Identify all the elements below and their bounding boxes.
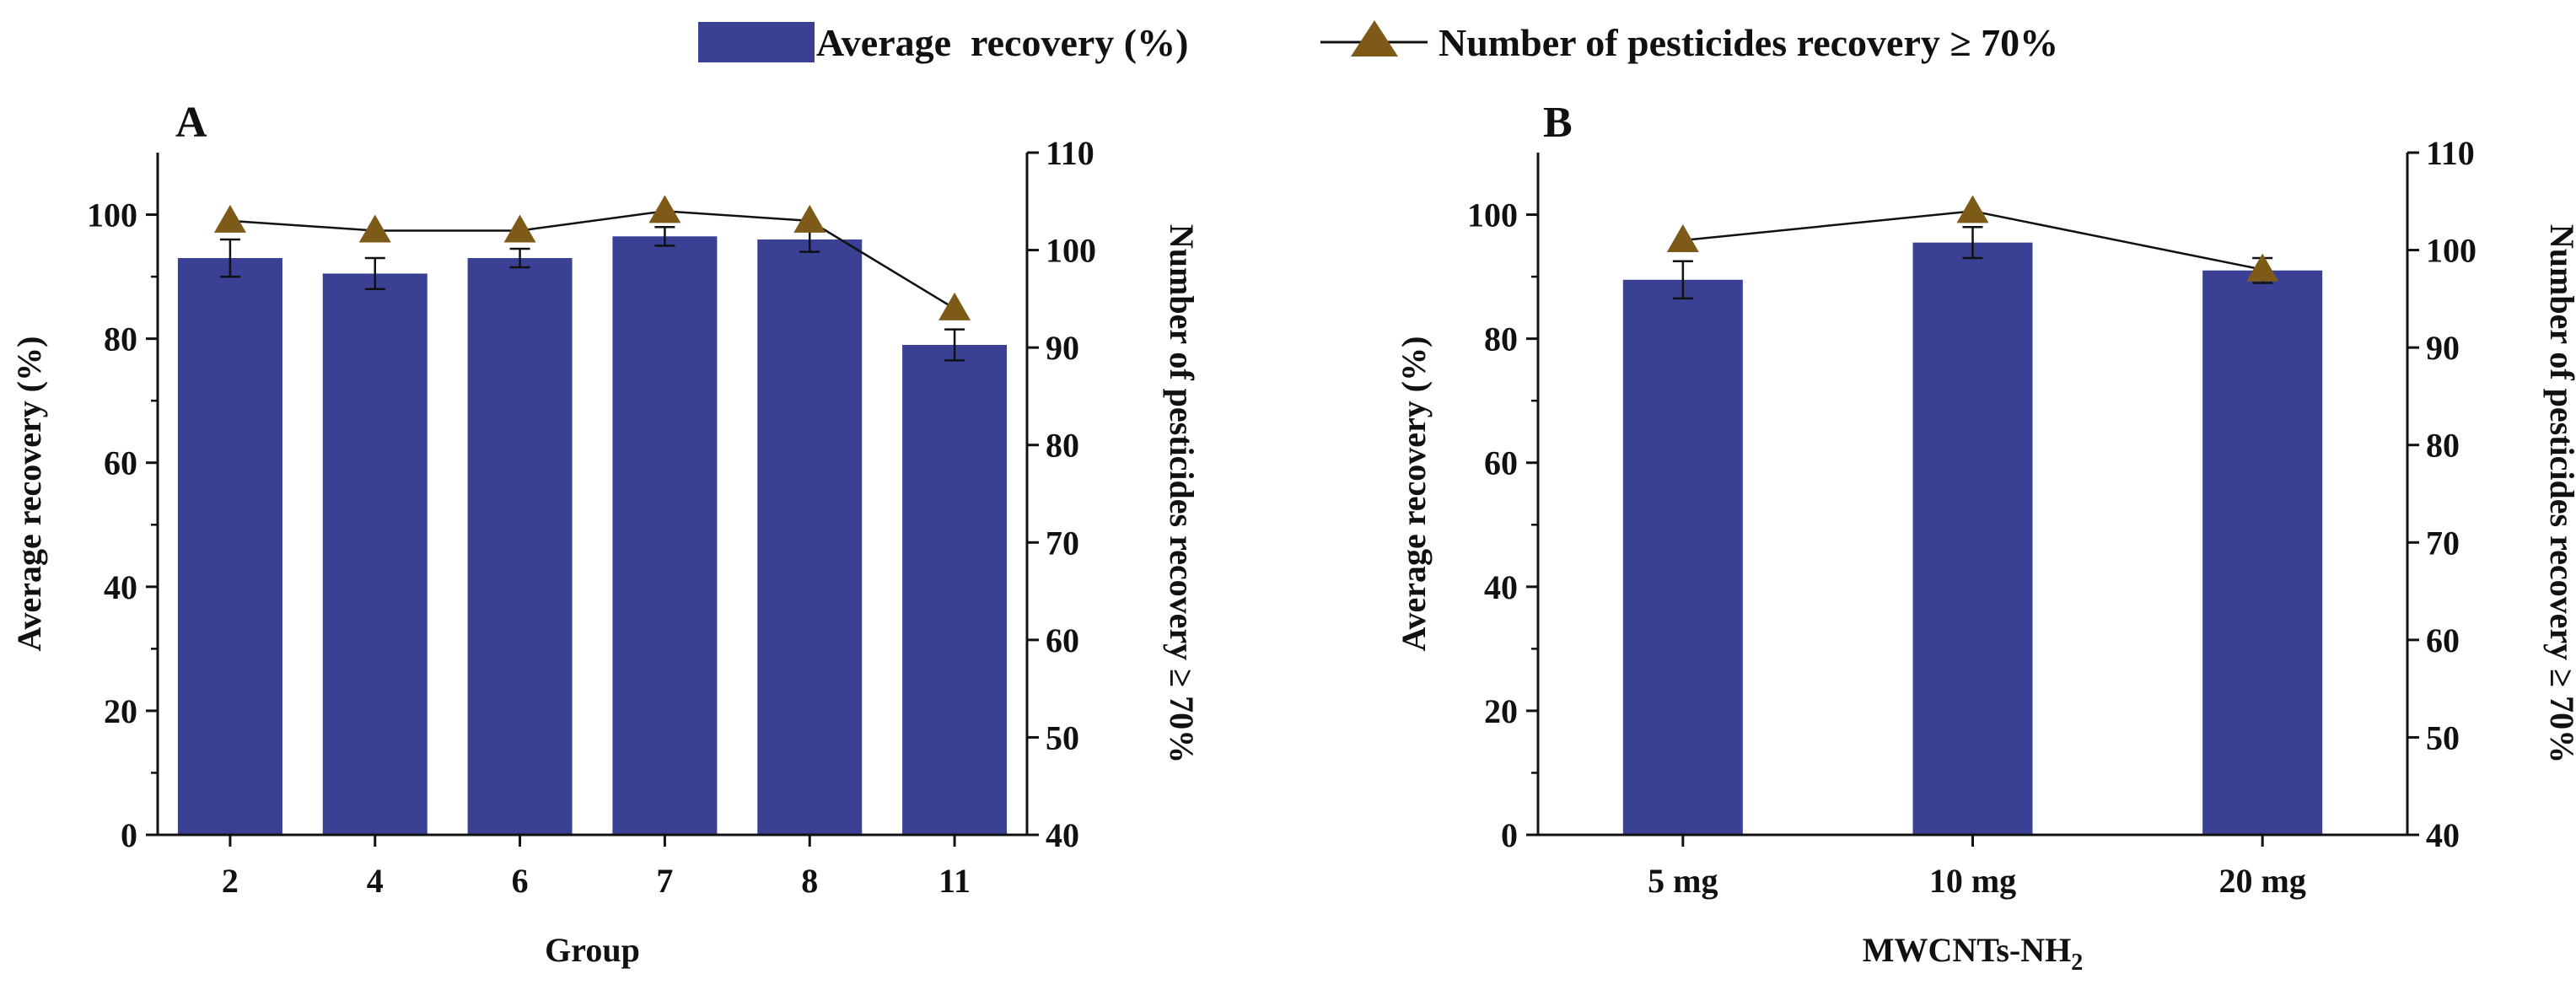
x-tick-label: 6 — [512, 862, 529, 900]
error-bar — [1672, 260, 1693, 300]
y-tick-label: 100 — [1467, 196, 1518, 234]
y2-tick-label: 80 — [1046, 427, 1079, 465]
bar-8 — [757, 239, 863, 835]
x-axis-label-subscript: 2 — [2071, 950, 2083, 976]
x-axis-label: MWCNTs-NH2 — [1863, 931, 2083, 976]
bar-6 — [467, 258, 573, 835]
y-tick-label: 20 — [1484, 692, 1518, 730]
legend-bar-swatch — [698, 22, 815, 62]
y2-tick-label: 60 — [1046, 621, 1079, 659]
x-tick-label: 4 — [367, 862, 384, 900]
bar-2 — [177, 258, 282, 835]
legend-bar-label: Average recovery (%) — [816, 21, 1188, 64]
panel-label: A — [175, 99, 207, 147]
error-bar — [509, 247, 530, 269]
series-marker — [938, 292, 971, 320]
bar-7 — [612, 236, 718, 835]
panel-b: 0 20 40 60 80 100 40 50 60 70 80 90 100 110 5 mg 10 mg 2… — [1395, 99, 2576, 976]
y2-tick-label: 90 — [2426, 329, 2460, 367]
y2-tick-label: 40 — [1046, 816, 1079, 854]
bar-5-mg — [1622, 279, 1743, 835]
error-bar — [364, 256, 385, 291]
x-tick-label: 20 mg — [2219, 862, 2306, 900]
error-bar — [654, 226, 675, 247]
y-tick-label: 80 — [104, 320, 137, 358]
y-tick-label: 60 — [104, 444, 137, 482]
y2-tick-label: 80 — [2426, 427, 2460, 465]
y2-tick-label: 110 — [1046, 134, 1094, 172]
y2-tick-label: 40 — [2426, 816, 2460, 854]
error-bar — [944, 328, 965, 362]
series-marker — [793, 204, 826, 233]
series-marker — [648, 195, 681, 223]
series-marker — [503, 214, 536, 243]
y-tick-label: 0 — [121, 816, 137, 854]
y2-tick-label: 50 — [2426, 718, 2460, 756]
y2-tick-label: 100 — [2426, 232, 2477, 270]
y-tick-label: 40 — [1484, 568, 1518, 606]
y2-tick-label: 90 — [1046, 329, 1079, 367]
y-tick-label: 80 — [1484, 320, 1518, 358]
y-tick-label: 20 — [104, 692, 137, 730]
bar-11 — [902, 344, 1008, 835]
x-tick-label: 5 mg — [1648, 862, 1718, 900]
x-axis-label: Group — [545, 931, 640, 969]
series-marker — [213, 204, 246, 233]
x-tick-label: 2 — [222, 862, 239, 900]
y2-tick-label: 70 — [1046, 524, 1079, 562]
y-tick-label: 100 — [87, 196, 137, 234]
panel-label: B — [1543, 99, 1573, 147]
x-tick-label: 10 mg — [1929, 862, 2016, 900]
legend-triangle-marker — [1351, 20, 1398, 56]
series-marker — [1956, 195, 1989, 223]
series-line — [229, 210, 955, 309]
series-marker — [1666, 224, 1699, 253]
y2-tick-label: 110 — [2426, 134, 2475, 172]
bar-4 — [322, 273, 428, 835]
series-marker — [358, 214, 391, 243]
panel-a: 0 20 40 60 80 100 40 50 60 70 80 90 100 110 2 4 6 7 8 11 A Gr… — [10, 99, 1201, 969]
x-tick-label: 8 — [801, 862, 818, 900]
y2-axis-label: Number of pesticides recovery ≥ 70% — [2543, 224, 2576, 763]
series-marker — [2246, 253, 2279, 282]
y2-tick-label: 60 — [2426, 621, 2460, 659]
y2-axis-label: Number of pesticides recovery ≥ 70% — [1163, 224, 1201, 763]
y-axis-label: Average recovery (%) — [10, 336, 48, 652]
bar-20-mg — [2202, 270, 2323, 836]
bar-10-mg — [1912, 242, 2033, 836]
y2-tick-label: 100 — [1046, 232, 1096, 270]
x-tick-label: 7 — [656, 862, 673, 900]
y-tick-label: 0 — [1501, 816, 1518, 854]
y-tick-label: 40 — [104, 568, 137, 606]
legend-line-label: Number of pesticides recovery ≥ 70% — [1439, 21, 2058, 64]
error-bar — [219, 238, 240, 278]
y2-tick-label: 70 — [2426, 524, 2460, 562]
y2-tick-label: 50 — [1046, 718, 1079, 756]
error-bar — [1962, 226, 1983, 260]
x-tick-label: 11 — [938, 862, 971, 900]
legend: Average recovery (%) Number of pesticide… — [698, 20, 2058, 64]
y-tick-label: 60 — [1484, 444, 1518, 482]
y-axis-label: Average recovery (%) — [1395, 336, 1433, 652]
